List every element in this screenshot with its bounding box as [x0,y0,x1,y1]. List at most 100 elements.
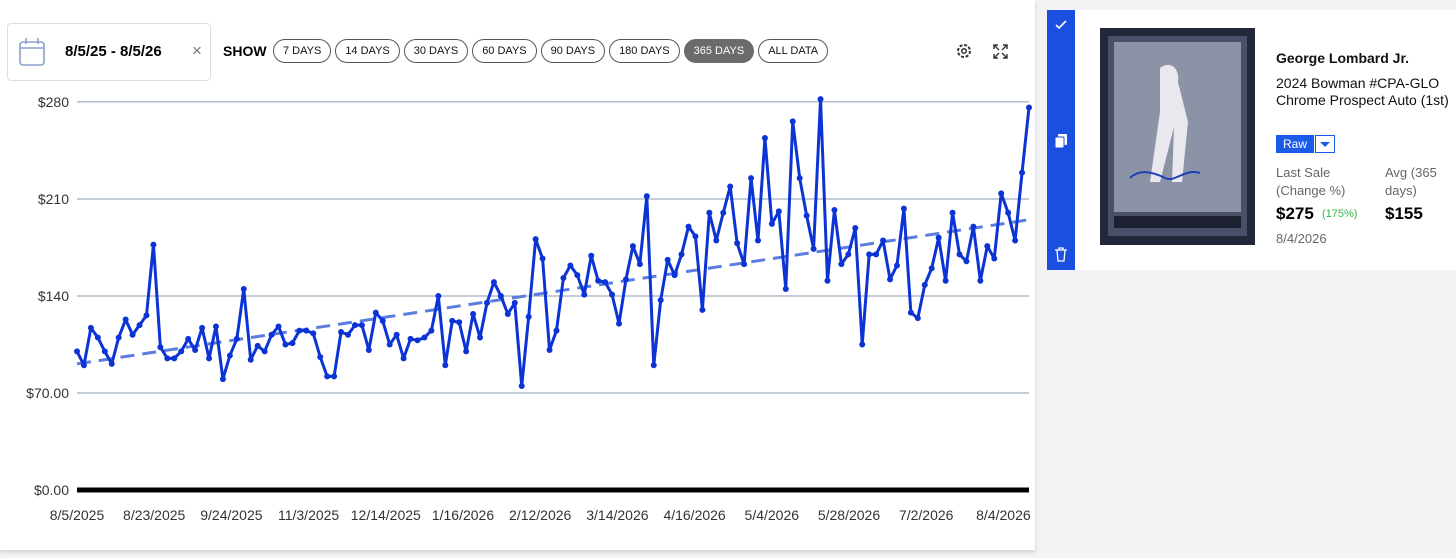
price-point [1005,209,1012,216]
price-point [977,277,984,284]
avg: $155 [1385,204,1423,223]
range-button[interactable]: 60 DAYS [472,39,537,63]
x-tick-label: 7/2/2026 [899,507,954,523]
price-point [1026,104,1032,111]
range-button[interactable]: 180 DAYS [609,39,680,63]
price-point [748,175,755,182]
price-point [887,276,894,283]
range-button[interactable]: 90 DAYS [540,39,606,63]
price-point [504,310,511,317]
range-button[interactable]: 7 DAYS [273,39,332,63]
price-point [796,175,803,182]
chart-panel: 8/5/25 - 8/5/26 × SHOW 7 DAYS 14 DAYS 30 D… [0,0,1035,550]
range-button[interactable]: 30 DAYS [403,39,469,63]
price-point [358,322,365,329]
price-point [907,309,914,316]
price-point [87,324,94,331]
x-tick-label: 4/16/2026 [663,507,725,523]
clear-button[interactable]: × [192,41,202,60]
price-point [998,190,1005,197]
price-point [101,348,108,355]
price-point [942,277,949,284]
price-point [859,341,866,348]
price-point [588,252,595,259]
price-point [873,251,880,258]
copy-icon[interactable] [1054,133,1068,149]
price-point [143,312,150,319]
price-point [435,292,442,299]
price-point [164,355,171,362]
price-point [893,262,900,269]
grade-button[interactable]: Raw [1276,135,1314,153]
price-point [664,256,671,263]
trash-icon[interactable] [1054,247,1068,262]
price-point [567,262,574,269]
price-point [463,348,470,355]
x-tick-label: 5/4/2026 [745,507,800,523]
price-point [741,261,748,268]
price-point [171,355,178,362]
expand-icon[interactable] [993,44,1008,59]
price-point [115,334,122,341]
price-point [94,334,101,341]
price-point [650,362,657,369]
price-point [393,331,400,338]
price-point [636,261,643,268]
price-point [289,340,296,347]
price-point [685,223,692,230]
price-point [261,348,268,355]
price-point [671,272,678,279]
change: (175%) [1322,208,1358,220]
price-point [129,331,136,338]
price-point [1012,237,1019,244]
price-point [108,360,115,367]
price-point [345,331,352,338]
range-button[interactable]: ALL DATA [758,39,829,63]
grade-dropdown[interactable] [1315,135,1335,153]
y-tick-label: $140 [38,288,69,304]
price-point [282,341,289,348]
price-point [595,277,602,284]
chart: $0.00 $70.00 $140 $210 $280 8/5/2025 8/23/2025… [26,94,1032,523]
price-point [477,334,484,341]
settings-icon[interactable] [955,42,973,60]
price-point [970,223,977,230]
range-buttons: 7 DAYS 14 DAYS 30 DAYS 60 DAYS 90 DAYS 180 DA… [273,39,832,63]
price-point [782,286,789,293]
price-point [553,327,560,334]
card-panel: George Lombard Jr. 2024 Bowman #CPA-GLO … [1047,10,1456,270]
price-point [845,251,852,258]
x-tick-label: 5/28/2026 [818,507,880,523]
x-tick-label: 8/5/2025 [50,507,105,523]
price-point [775,208,782,215]
check-icon[interactable] [1054,18,1068,32]
price-point [734,240,741,247]
range-button[interactable]: 365 DAYS [683,39,755,63]
price-point [754,237,761,244]
x-tick-label: 12/14/2025 [351,507,421,523]
price-point [713,237,720,244]
price-point [956,251,963,258]
price-point [192,347,199,354]
price-point [317,353,324,360]
price-point [803,212,810,219]
price-point [421,334,428,341]
price-point [991,255,998,262]
price-point [622,276,629,283]
date-range: 8/5/25 - 8/5/26 [65,43,162,60]
price-point [560,274,567,281]
price-point [407,335,414,342]
price-point [157,344,164,351]
price-point [706,209,713,216]
range-button[interactable]: 14 DAYS [335,39,400,63]
price-point [296,327,303,334]
price-point [525,313,532,320]
price-point [831,207,838,214]
price-point [900,205,907,212]
price-point [761,134,768,141]
date-picker[interactable]: 8/5/25 - 8/5/26 × [7,23,211,81]
price-point [518,383,525,390]
price-point [240,286,247,293]
price-point [136,322,143,329]
